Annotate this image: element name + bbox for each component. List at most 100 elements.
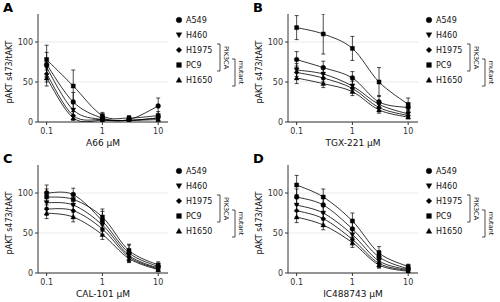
legend-marker (426, 184, 432, 189)
legend-marker (426, 228, 432, 233)
y-axis-line (38, 165, 39, 273)
bracket (467, 195, 470, 222)
bracket-label: PIK3CA (222, 197, 230, 221)
y-tick-label: 100 (268, 189, 283, 198)
error-bar (295, 211, 299, 222)
x-tick-label: 0.1 (40, 278, 53, 287)
legend-marker (176, 198, 182, 204)
data-point (377, 251, 381, 255)
error-bar (295, 175, 299, 194)
x-tick-label: 0.1 (290, 278, 303, 287)
y-tick-label: 50 (23, 229, 33, 238)
grid-line (288, 42, 418, 43)
x-axis-line (288, 122, 418, 123)
x-axis-label: IC488743 μM (323, 289, 383, 299)
error-bar (377, 68, 381, 97)
series-line (297, 78, 409, 117)
error-bar (350, 238, 354, 248)
legend: A549H460H1975PC9H1650PIK3CAmutant (176, 167, 245, 237)
data-point (127, 249, 131, 253)
legend-label: H460 (186, 182, 207, 191)
y-tick (285, 273, 288, 274)
error-bar (71, 116, 75, 121)
panel: 0501000.1110A66 μMpAKT s473/tAKTAA549H46… (3, 0, 245, 148)
legend-marker (427, 63, 432, 68)
x-tick-label: 0.1 (40, 127, 53, 136)
panel-label: A (3, 0, 13, 15)
legend-marker (426, 17, 432, 23)
y-tick (35, 193, 38, 194)
legend-marker (176, 47, 182, 53)
background (0, 0, 500, 302)
legend-marker (426, 168, 432, 174)
data-point (350, 89, 355, 93)
legend-marker (177, 214, 182, 219)
error-bar (295, 72, 299, 83)
error-bar (406, 264, 410, 269)
y-tick (285, 233, 288, 234)
data-point (127, 118, 132, 122)
error-bar (377, 262, 381, 268)
data-point (100, 118, 105, 122)
legend-label: H1650 (436, 227, 462, 236)
data-point (294, 57, 299, 62)
error-bar (295, 16, 299, 40)
legend-marker (426, 77, 432, 82)
legend-label: PC9 (436, 61, 452, 70)
x-tick (46, 122, 47, 125)
data-point (321, 195, 325, 199)
error-bar (71, 193, 75, 206)
error-bar (45, 207, 49, 218)
data-point (321, 81, 326, 85)
legend-label: H1975 (186, 197, 212, 206)
error-bar (156, 268, 160, 271)
error-bar (321, 14, 325, 54)
x-tick (46, 273, 47, 276)
data-point (156, 263, 160, 267)
error-bar (350, 88, 354, 96)
y-axis-label: pAKT s473/tAKT (255, 191, 264, 254)
data-point (127, 256, 132, 260)
legend-label: A549 (436, 167, 457, 176)
bracket-label: PIK3CA (472, 197, 480, 221)
x-tick (102, 273, 103, 276)
series-line (47, 68, 159, 121)
legend: A549H460H1975PC9H1650PIK3CAmutant (426, 167, 495, 237)
error-bar (100, 209, 104, 225)
panel: 0501000.1110CAL-101 μMpAKT s473/tAKTCA54… (3, 151, 245, 299)
data-point (350, 46, 354, 50)
data-point (295, 183, 299, 187)
x-tick-label: 10 (153, 127, 163, 136)
bracket (482, 59, 485, 86)
y-axis-line (288, 14, 289, 122)
panel: 0501000.1110IC488743 μMpAKT s473/tAKTDA5… (253, 151, 495, 299)
grid-line (38, 42, 168, 43)
data-point (406, 115, 411, 119)
x-tick (158, 122, 159, 125)
legend-marker (176, 17, 182, 23)
series-line (297, 211, 409, 271)
legend-label: H460 (436, 182, 457, 191)
data-point (100, 232, 105, 236)
data-point (100, 118, 105, 122)
y-tick (35, 233, 38, 234)
data-point (71, 84, 75, 88)
y-axis-line (288, 165, 289, 273)
y-tick-label: 100 (268, 38, 283, 47)
bracket (232, 59, 235, 86)
grid-line (288, 82, 418, 83)
legend-marker (176, 77, 182, 82)
x-tick (408, 122, 409, 125)
bracket (217, 195, 220, 222)
legend-label: A549 (436, 16, 457, 25)
x-tick (102, 122, 103, 125)
legend-label: A549 (186, 16, 207, 25)
legend-label: A549 (186, 167, 207, 176)
bracket (482, 210, 485, 237)
y-tick-label: 50 (273, 78, 283, 87)
x-tick-label: 1 (350, 278, 355, 287)
data-point (321, 223, 326, 227)
data-point (377, 263, 382, 267)
data-point (294, 215, 299, 219)
legend-label: H460 (186, 31, 207, 40)
